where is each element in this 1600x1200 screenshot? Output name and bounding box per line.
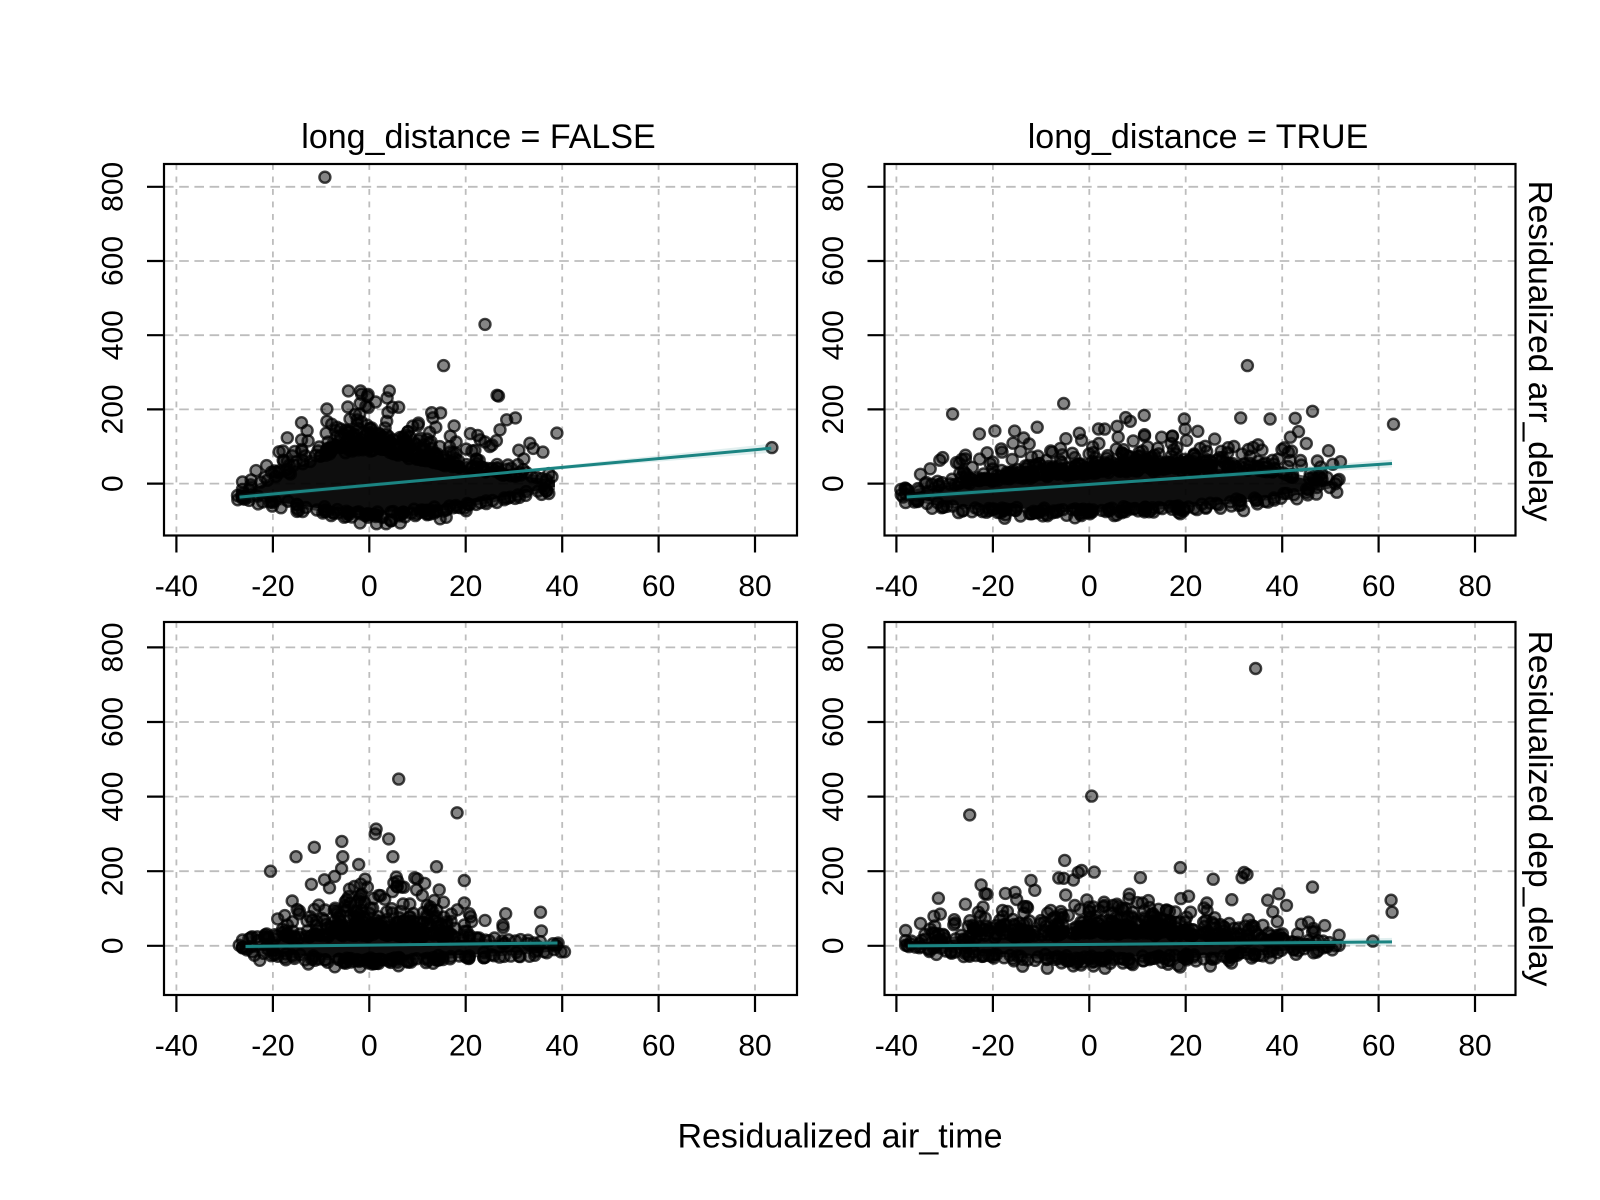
svg-text:80: 80 [738,1030,771,1063]
svg-text:0: 0 [817,475,850,492]
svg-text:200: 200 [97,846,130,896]
svg-text:80: 80 [1458,570,1491,603]
svg-text:800: 800 [97,622,130,672]
svg-text:-40: -40 [875,570,918,603]
svg-text:20: 20 [449,570,482,603]
svg-text:60: 60 [1362,1030,1395,1063]
svg-text:0: 0 [1081,570,1098,603]
svg-text:800: 800 [817,622,850,672]
svg-text:-40: -40 [155,1030,198,1063]
svg-text:60: 60 [1362,570,1395,603]
svg-text:200: 200 [817,846,850,896]
svg-text:400: 400 [97,310,130,360]
svg-text:Residualized dep_delay: Residualized dep_delay [1521,631,1558,987]
svg-text:600: 600 [97,236,130,286]
svg-text:-20: -20 [251,1030,294,1063]
svg-text:400: 400 [817,772,850,822]
svg-text:40: 40 [1266,570,1299,603]
svg-text:0: 0 [1081,1030,1098,1063]
svg-text:80: 80 [738,570,771,603]
svg-text:600: 600 [817,697,850,747]
svg-text:400: 400 [97,772,130,822]
svg-text:20: 20 [449,1030,482,1063]
svg-text:60: 60 [642,1030,675,1063]
svg-text:-40: -40 [875,1030,918,1063]
svg-text:-20: -20 [251,570,294,603]
svg-text:0: 0 [361,1030,378,1063]
svg-text:long_distance = FALSE: long_distance = FALSE [301,118,655,156]
svg-text:800: 800 [97,162,130,212]
svg-text:800: 800 [817,162,850,212]
svg-text:0: 0 [97,937,130,954]
svg-text:40: 40 [1266,1030,1299,1063]
svg-text:60: 60 [642,570,675,603]
svg-text:200: 200 [817,384,850,434]
svg-text:20: 20 [1169,570,1202,603]
svg-text:0: 0 [361,570,378,603]
svg-text:0: 0 [97,475,130,492]
svg-text:long_distance = TRUE: long_distance = TRUE [1028,118,1369,156]
svg-text:-20: -20 [971,1030,1014,1063]
svg-text:200: 200 [97,384,130,434]
svg-text:Residualized air_time: Residualized air_time [677,1118,1002,1156]
svg-text:600: 600 [97,697,130,747]
svg-text:20: 20 [1169,1030,1202,1063]
svg-text:40: 40 [546,1030,579,1063]
svg-text:40: 40 [546,570,579,603]
svg-text:80: 80 [1458,1030,1491,1063]
svg-text:-40: -40 [155,570,198,603]
svg-text:600: 600 [817,236,850,286]
svg-text:0: 0 [817,937,850,954]
svg-text:-20: -20 [971,570,1014,603]
svg-text:400: 400 [817,310,850,360]
svg-text:Residualized arr_delay: Residualized arr_delay [1521,181,1558,522]
